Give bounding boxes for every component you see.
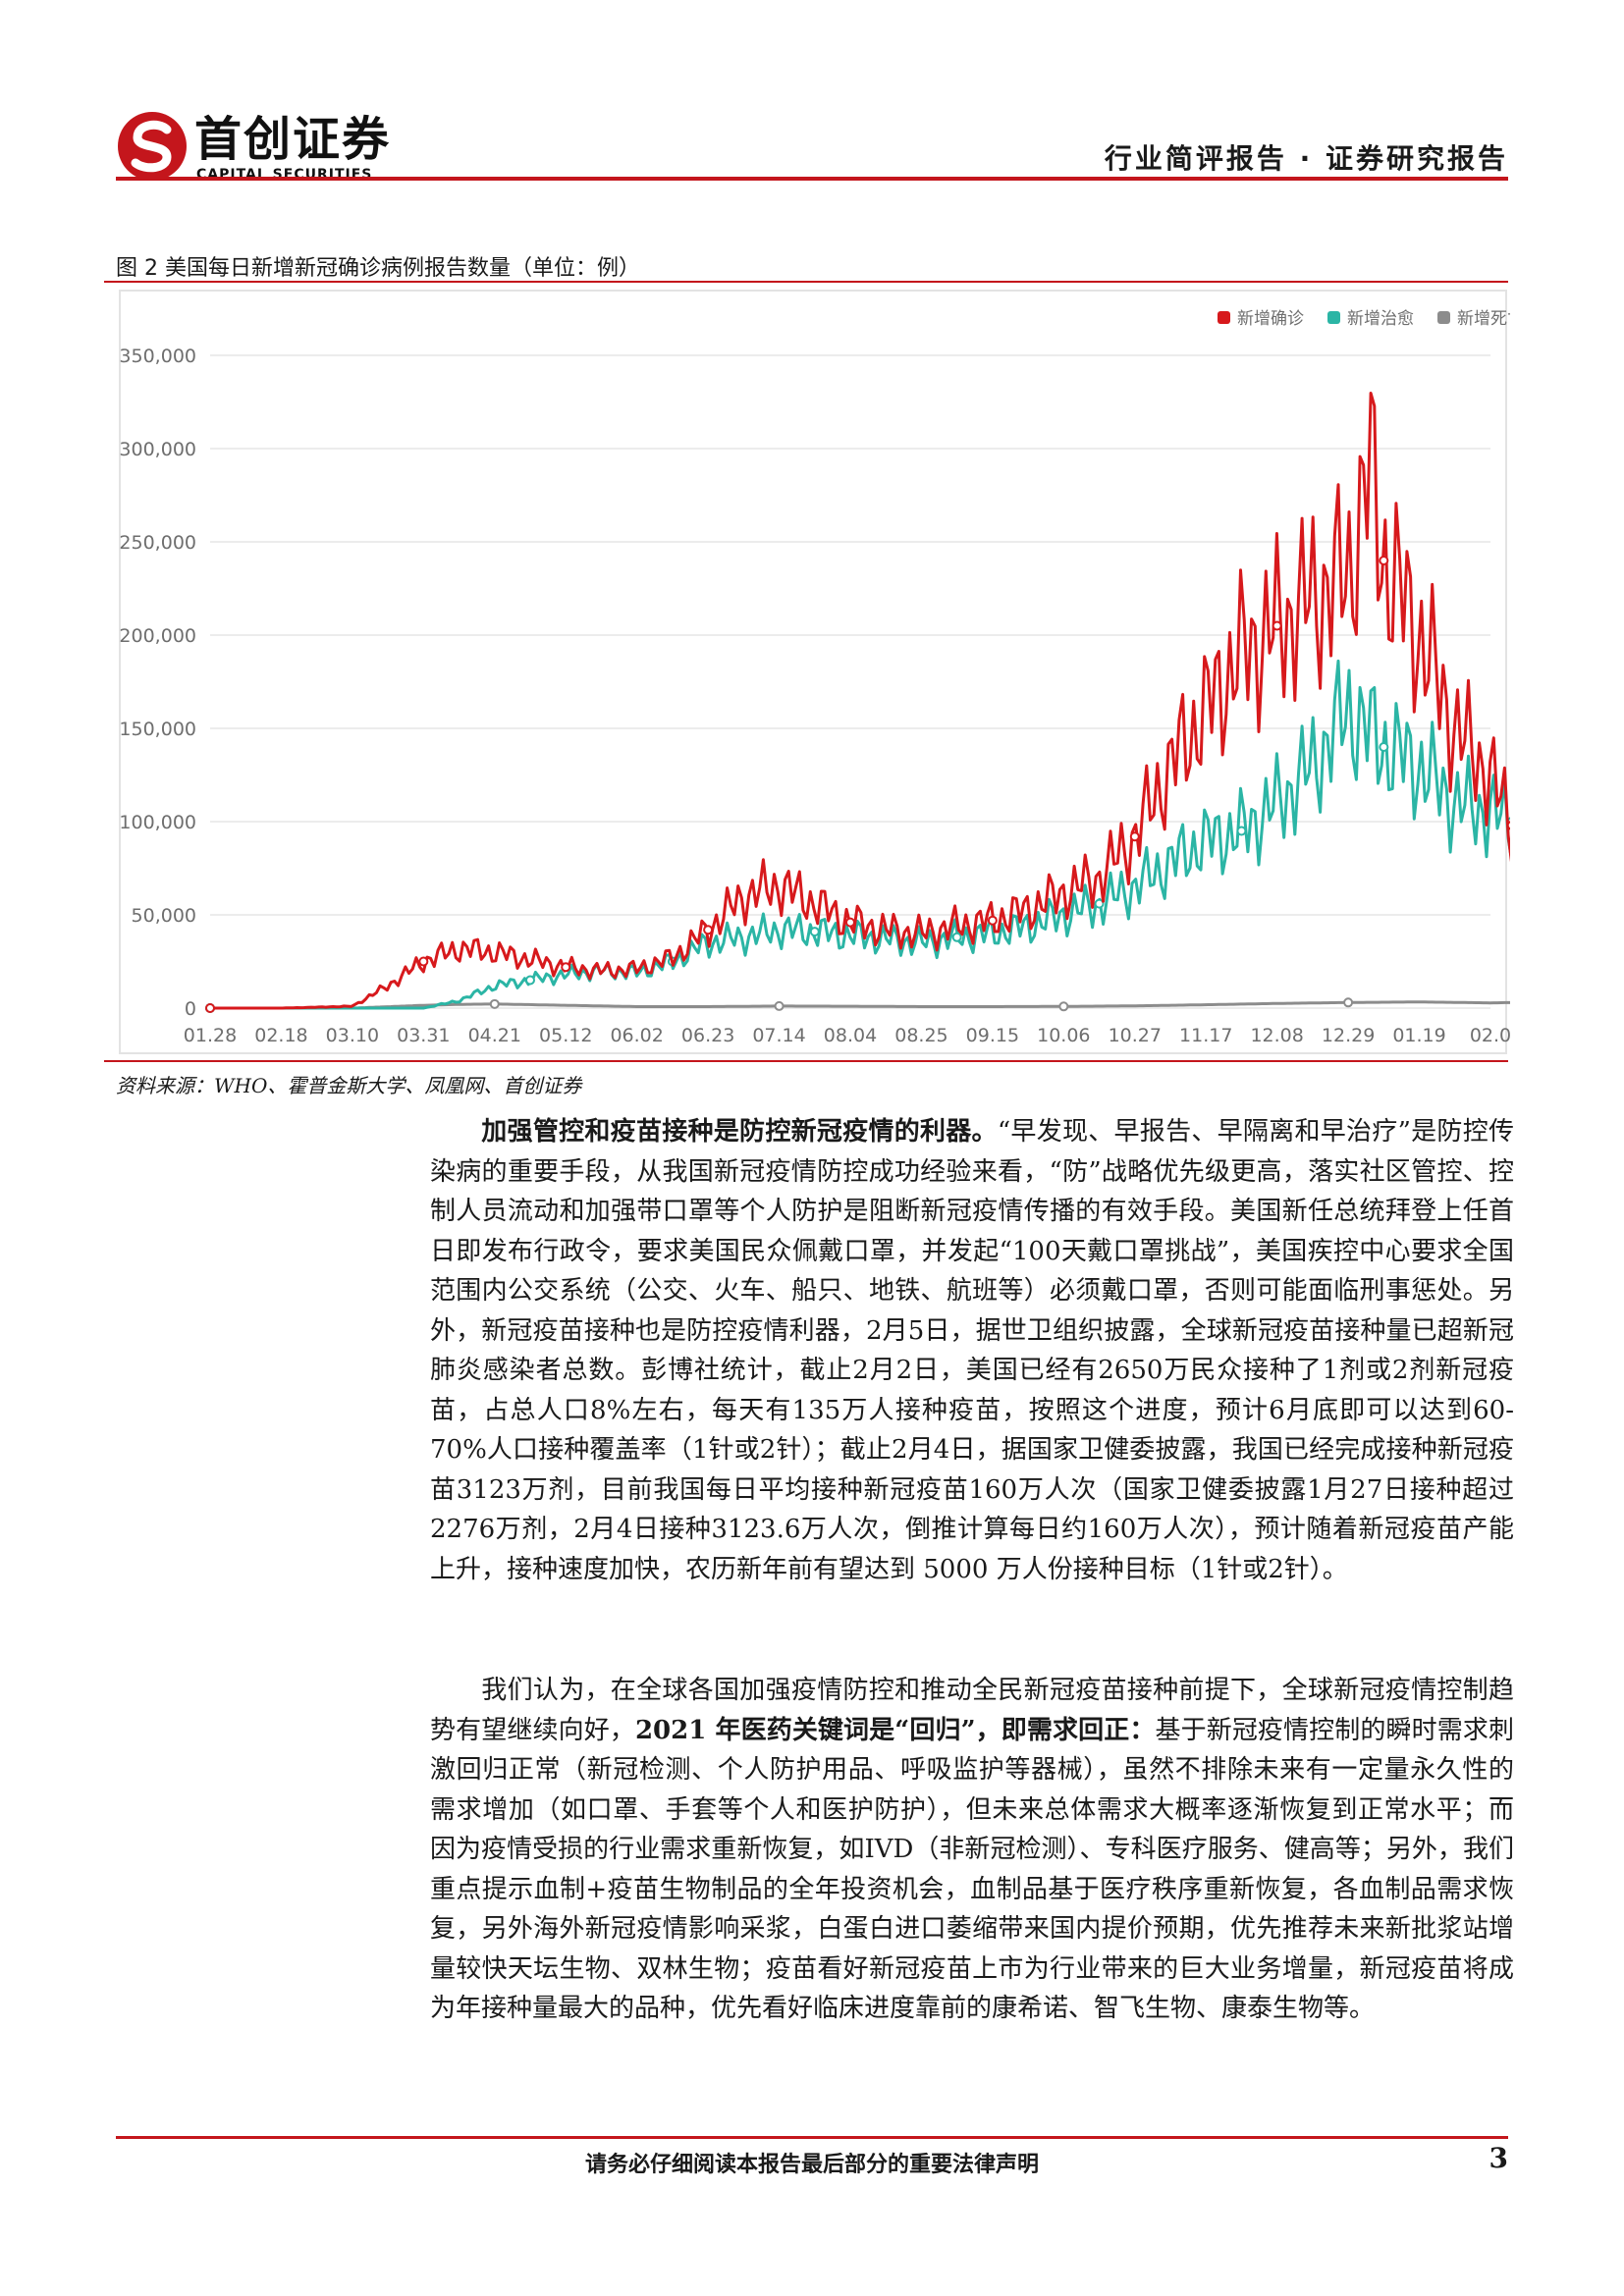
report-type: 行业简评报告 · 证券研究报告 xyxy=(1104,142,1508,175)
chart-frame xyxy=(119,290,1507,1054)
x-tick-label: 04.21 xyxy=(468,1025,521,1046)
data-point xyxy=(1094,898,1105,909)
data-point xyxy=(774,1000,785,1011)
x-tick-label: 10.27 xyxy=(1109,1025,1162,1046)
x-tick-label: 08.04 xyxy=(824,1025,877,1046)
data-point xyxy=(525,975,535,986)
data-point xyxy=(205,1003,215,1013)
x-tick-label: 11.17 xyxy=(1179,1025,1232,1046)
paragraph-1: 加强管控和疫苗接种是防控新冠疫情的利器。“早发现、早报告、早隔离和早治疗”是防控… xyxy=(430,1112,1514,1589)
data-point xyxy=(1379,742,1389,752)
series-line-1 xyxy=(210,392,1510,1010)
x-tick-label: 01.28 xyxy=(184,1025,237,1046)
x-tick-label: 06.23 xyxy=(681,1025,734,1046)
data-point xyxy=(418,956,429,967)
data-point xyxy=(809,927,820,937)
x-tick-label: 09.15 xyxy=(966,1025,1019,1046)
figure-rule-bottom xyxy=(104,1060,1508,1062)
y-tick-label: 300,000 xyxy=(119,439,196,460)
page-number: 3 xyxy=(1489,2142,1508,2174)
legend-swatch xyxy=(1437,311,1450,324)
x-tick-label: 12.08 xyxy=(1250,1025,1303,1046)
x-tick-label: 03.31 xyxy=(397,1025,450,1046)
figure-title: 图 2 美国每日新增新冠确诊病例报告数量（单位：例） xyxy=(116,256,640,281)
legend-label: 新增死亡 xyxy=(1457,309,1510,329)
data-point xyxy=(951,932,962,942)
x-tick-label: 10.06 xyxy=(1037,1025,1090,1046)
y-tick-label: 350,000 xyxy=(119,346,196,367)
data-point xyxy=(489,998,500,1009)
logo-cn-text: 首创证券 xyxy=(194,112,392,167)
paragraph-2: 我们认为，在全球各国加强疫情防控和推动全民新冠疫苗接种前提下，全球新冠疫情控制趋… xyxy=(430,1671,1514,2029)
y-tick-label: 100,000 xyxy=(119,812,196,833)
legend-swatch xyxy=(1218,311,1230,324)
x-tick-label: 08.25 xyxy=(894,1025,947,1046)
y-tick-label: 200,000 xyxy=(119,625,196,647)
data-point xyxy=(1343,997,1354,1008)
series-line-3 xyxy=(210,1000,1510,1010)
figure-source: 资料来源：WHO、霍普金斯大学、凤凰网、首创证券 xyxy=(116,1074,582,1097)
line-chart: 0 50,000 100,000 150,000 200,000 250,000 300,0… xyxy=(119,290,1510,1054)
x-tick-label: 02.18 xyxy=(254,1025,307,1046)
x-tick-label: 07.14 xyxy=(752,1025,805,1046)
y-tick-label: 250,000 xyxy=(119,532,196,554)
data-point xyxy=(1058,1001,1069,1012)
figure-rule-top xyxy=(104,281,1508,283)
header-rule xyxy=(116,177,1508,181)
logo-icon xyxy=(118,112,187,181)
paragraph-1-text: “早发现、早报告、早隔离和早治疗”是防控传染病的重要手段，从我国新冠疫情防控成功… xyxy=(430,1117,1514,1584)
x-tick-label: 05.12 xyxy=(539,1025,592,1046)
x-tick-label: 01.19 xyxy=(1392,1025,1445,1046)
legend-label: 新增治愈 xyxy=(1347,309,1414,329)
x-tick-label: 02.0 xyxy=(1470,1025,1510,1046)
x-tick-label: 12.29 xyxy=(1322,1025,1375,1046)
y-tick-label: 150,000 xyxy=(119,719,196,740)
data-point xyxy=(845,917,855,928)
data-point xyxy=(1379,556,1389,565)
data-point xyxy=(703,925,714,935)
x-tick-label: 06.02 xyxy=(610,1025,663,1046)
legal-notice: 请务必仔细阅读本报告最后部分的重要法律声明 xyxy=(584,2153,1039,2177)
x-tick-label: 03.10 xyxy=(326,1025,379,1046)
y-tick-label: 0 xyxy=(185,998,196,1020)
legend-label: 新增确诊 xyxy=(1237,309,1304,329)
y-tick-label: 50,000 xyxy=(132,905,196,927)
paragraph-1-lead: 加强管控和疫苗接种是防控新冠疫情的利器。 xyxy=(481,1117,998,1147)
paragraph-2-text-b: 基于新冠疫情控制的瞬时需求刺激回归正常（新冠检测、个人防护用品、呼吸监护等器械）… xyxy=(430,1715,1514,2024)
footer-rule xyxy=(116,2136,1508,2139)
data-point xyxy=(987,915,998,926)
data-point xyxy=(1129,831,1140,842)
data-point xyxy=(1236,826,1247,836)
series-line-2 xyxy=(210,659,1510,1010)
data-point xyxy=(1506,821,1510,830)
paragraph-2-lead: 2021 年医药关键词是“回归”，即需求回正： xyxy=(634,1715,1156,1745)
data-point xyxy=(561,962,571,973)
legend-swatch xyxy=(1327,311,1340,324)
data-point xyxy=(1272,620,1282,631)
paragraph-2-text-a: 我们认为，在全球各国加强疫情防控和推动全民新冠疫苗接种前提下，全球新冠疫情控制趋… xyxy=(430,1676,1514,1745)
